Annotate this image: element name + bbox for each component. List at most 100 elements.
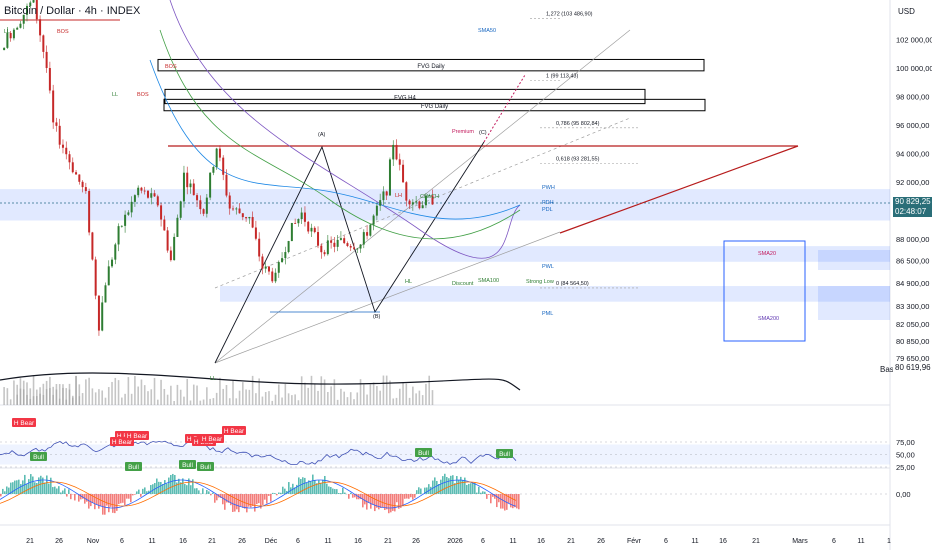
- macd-histogram-bar: [58, 486, 60, 494]
- macd-histogram-bar: [208, 491, 210, 494]
- signal-label: Bull: [182, 462, 193, 469]
- bar-countdown: 02:48:07: [895, 207, 932, 217]
- candle-body: [167, 230, 169, 250]
- macd-histogram-bar: [140, 494, 142, 497]
- price-axis-tick: 84 900,00: [896, 279, 929, 288]
- signal-label: Bull: [33, 454, 44, 461]
- candle-body: [353, 248, 355, 249]
- volume-bar: [170, 386, 172, 405]
- macd-histogram-bar: [488, 494, 490, 495]
- macd-histogram-bar: [338, 493, 340, 494]
- macd-histogram-bar: [238, 494, 240, 512]
- structure-label: PWL: [542, 264, 554, 270]
- rsi-axis-tick: 50,00: [896, 451, 915, 460]
- macd-histogram-bar: [460, 477, 462, 494]
- macd-histogram-bar: [240, 494, 242, 506]
- macd-histogram-bar: [326, 484, 328, 494]
- candle-body: [346, 243, 348, 246]
- macd-histogram-bar: [374, 494, 376, 511]
- volume-bar: [128, 377, 130, 405]
- macd-histogram-bar: [92, 494, 94, 503]
- symbol-title[interactable]: Bitcoin / Dollar · 4h · INDEX: [4, 5, 140, 17]
- macd-histogram-bar: [466, 485, 468, 494]
- structure-label: Discount: [452, 281, 474, 287]
- macd-histogram-bar: [116, 494, 118, 511]
- signal-label: H Bear: [112, 439, 133, 446]
- signal-label: Bull: [128, 464, 139, 471]
- candle-body: [392, 145, 394, 159]
- macd-histogram-bar: [62, 491, 64, 494]
- macd-histogram-bar: [250, 494, 252, 507]
- time-axis-tick: 21: [752, 538, 760, 545]
- volume-bar: [298, 400, 300, 405]
- structure-label: PML: [542, 311, 553, 317]
- macd-histogram-bar: [206, 490, 208, 494]
- macd-histogram-bar: [370, 494, 372, 509]
- macd-histogram-bar: [446, 477, 448, 494]
- signal-label: Bull: [418, 450, 429, 457]
- structure-label: BOS: [165, 64, 177, 70]
- candle-body: [386, 191, 388, 195]
- macd-histogram-bar: [280, 493, 282, 494]
- rsi-bull-signal: Bull: [197, 462, 214, 471]
- macd-histogram-bar: [408, 494, 410, 499]
- volume-bar: [88, 378, 90, 405]
- price-axis-tick: 96 000,00: [896, 121, 929, 130]
- macd-histogram-bar: [198, 490, 200, 494]
- volume-bar: [196, 386, 198, 405]
- volume-bar: [285, 384, 287, 405]
- candle-body: [118, 226, 120, 244]
- low-price-label: Bas: [880, 365, 894, 374]
- macd-histogram-bar: [130, 494, 132, 502]
- candle-body: [382, 191, 384, 200]
- macd-histogram-bar: [450, 476, 452, 494]
- volume-bar: [402, 382, 404, 405]
- candle-body: [399, 159, 401, 164]
- macd-histogram-bar: [332, 489, 334, 494]
- macd-histogram-bar: [470, 483, 472, 494]
- volume-bar: [376, 386, 378, 405]
- candle-body: [376, 206, 378, 216]
- macd-histogram-bar: [350, 493, 352, 494]
- macd-histogram-bar: [194, 488, 196, 494]
- macd-histogram-bar: [242, 494, 244, 508]
- volume-bar: [33, 396, 35, 405]
- volume-bar: [226, 385, 228, 405]
- volume-bar: [209, 399, 211, 405]
- candle-body: [239, 208, 241, 213]
- volume-bar: [265, 392, 267, 405]
- macd-histogram-bar: [222, 494, 224, 504]
- rsi-bull-signal: Bull: [179, 460, 196, 469]
- time-axis-tick: 6: [664, 538, 668, 545]
- macd-histogram-bar: [442, 476, 444, 494]
- macd-histogram-bar: [412, 494, 414, 500]
- candle-body: [340, 238, 342, 240]
- macd-histogram-bar: [0, 494, 2, 496]
- volume-bar: [23, 389, 25, 405]
- volume-bar: [124, 394, 126, 405]
- macd-histogram-bar: [504, 494, 506, 511]
- volume-bar: [324, 379, 326, 405]
- candle-body: [88, 191, 90, 232]
- volume-bar: [321, 376, 323, 405]
- macd-histogram-bar: [328, 486, 330, 494]
- candle-body: [363, 232, 365, 244]
- candle-body: [212, 167, 214, 173]
- low-price-tag: 80 619,96: [893, 362, 932, 374]
- price-axis-tick: 100 000,00: [896, 64, 932, 73]
- candle-body: [235, 208, 237, 209]
- signal-label: Bull: [200, 464, 211, 471]
- macd-histogram-bar: [518, 494, 520, 509]
- volume-bar: [167, 395, 169, 405]
- signal-label: Bull: [499, 451, 510, 458]
- volume-bar: [392, 398, 394, 405]
- currency-label[interactable]: USD: [898, 7, 915, 16]
- fib-level-label: 0 (84 564,50): [556, 281, 589, 287]
- macd-histogram-bar: [136, 491, 138, 494]
- rsi-bear-signal: H Bear: [125, 431, 149, 440]
- volume-bar: [52, 387, 54, 405]
- volume-bar: [75, 376, 77, 405]
- macd-histogram-bar: [114, 494, 116, 513]
- volume-bar: [422, 395, 424, 405]
